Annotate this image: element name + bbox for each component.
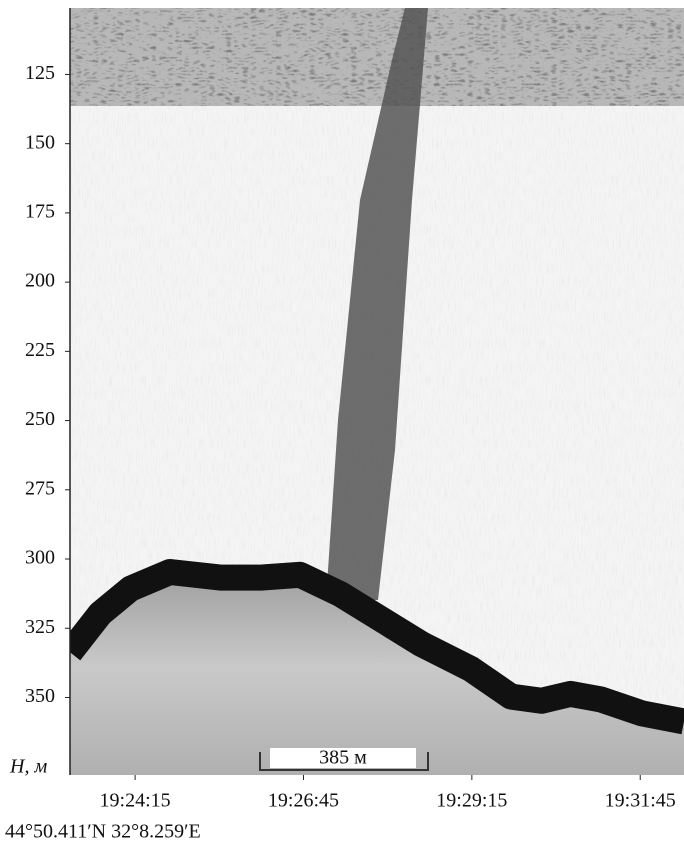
y-tick-label: 175 bbox=[25, 200, 55, 222]
y-axis: 125 150 175 200 225 250 275 300 325 350 bbox=[25, 62, 70, 707]
y-tick-label: 250 bbox=[25, 408, 55, 430]
y-tick-label: 225 bbox=[25, 339, 55, 361]
echogram-figure: 125150175200225250275300325350 19:24:151… bbox=[0, 0, 684, 846]
x-tick-label: 19:24:15 bbox=[100, 790, 171, 812]
y-tick-label: 300 bbox=[25, 547, 55, 569]
y-tick-label: 275 bbox=[25, 477, 55, 499]
y-axis-label: H, м bbox=[9, 756, 47, 778]
y-tick-label: 200 bbox=[25, 270, 55, 292]
plot-area bbox=[70, 8, 684, 775]
surface-texture bbox=[70, 8, 684, 106]
x-tick-label: 19:26:45 bbox=[268, 790, 339, 812]
y-tick-label: 150 bbox=[25, 131, 55, 153]
x-tick-label: 19:31:45 bbox=[605, 790, 676, 812]
y-tick-label: 325 bbox=[25, 616, 55, 638]
y-tick-label: 125 bbox=[25, 62, 55, 84]
y-tick-label: 350 bbox=[25, 685, 55, 707]
scale-bar-label: 385 м bbox=[319, 747, 367, 769]
x-axis: 19:24:15 19:26:45 19:29:15 19:31:45 bbox=[100, 775, 676, 812]
x-tick-label: 19:29:15 bbox=[436, 790, 507, 812]
coordinates: 44°50.411′N 32°8.259′E bbox=[5, 821, 201, 843]
